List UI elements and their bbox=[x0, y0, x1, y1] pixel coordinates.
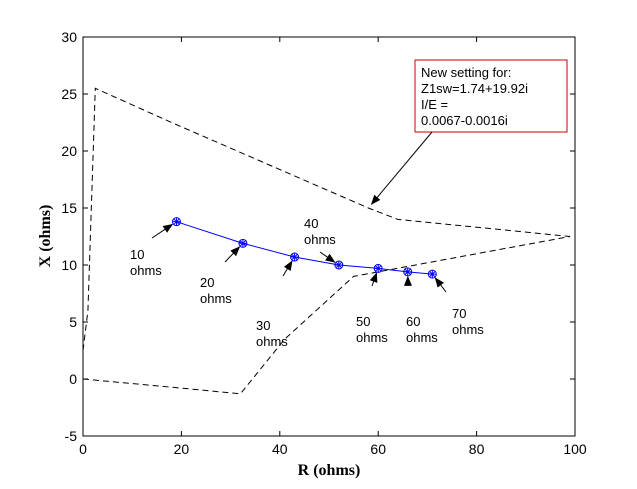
data-point bbox=[373, 263, 383, 273]
annotation-line: ohms bbox=[304, 232, 336, 247]
y-tick-label: 10 bbox=[61, 257, 77, 273]
data-point bbox=[290, 252, 300, 262]
annotation-line: ohms bbox=[406, 330, 438, 345]
callout-line: 0.0067-0.0016i bbox=[421, 113, 508, 128]
annotation-line: 20 bbox=[200, 275, 214, 290]
annotation-line: 30 bbox=[256, 318, 270, 333]
y-tick-label: 0 bbox=[69, 371, 77, 387]
annotation-line: 60 bbox=[406, 314, 420, 329]
point-annotation: 50 ohms bbox=[356, 272, 388, 345]
x-tick-label: 20 bbox=[174, 441, 190, 457]
annotation-label: 60 ohms bbox=[406, 314, 438, 345]
annotation-label: 40 ohms bbox=[304, 216, 336, 247]
marker-cross bbox=[335, 261, 343, 269]
y-axis-title: X (ohms) bbox=[37, 205, 54, 268]
x-tick-label: 40 bbox=[272, 441, 288, 457]
y-tick-label: 15 bbox=[61, 200, 77, 216]
series-line-2 bbox=[82, 236, 571, 395]
annotation-line: ohms bbox=[256, 334, 288, 349]
point-annotation: 10 ohms bbox=[130, 223, 174, 278]
callout-arrow bbox=[370, 131, 433, 205]
x-tick-label: 60 bbox=[370, 441, 386, 457]
annotation-label: 50 ohms bbox=[356, 314, 388, 345]
x-tick-label: 80 bbox=[469, 441, 485, 457]
data-point bbox=[427, 269, 437, 279]
y-tick-label: -5 bbox=[65, 428, 78, 444]
marker-cross bbox=[239, 239, 247, 247]
point-annotation: 20 ohms bbox=[200, 246, 241, 306]
point-annotation: 30 ohms bbox=[256, 260, 293, 349]
x-tick-label: 100 bbox=[563, 441, 587, 457]
annotation-line: 40 bbox=[304, 216, 318, 231]
marker-cross bbox=[428, 270, 436, 278]
annotation-line: ohms bbox=[130, 263, 162, 278]
callout-layer: New setting for: Z1sw=1.74+19.92i I/E = 0.0… bbox=[370, 59, 568, 205]
marker-cross bbox=[404, 268, 412, 276]
annotation-line: ohms bbox=[200, 291, 232, 306]
annotation-arrow bbox=[224, 246, 241, 263]
annotation-arrow bbox=[434, 277, 447, 293]
y-tick-label: 20 bbox=[61, 143, 77, 159]
annotation-line: ohms bbox=[356, 330, 388, 345]
callout-line: Z1sw=1.74+19.92i bbox=[421, 81, 528, 96]
marker-cross bbox=[374, 265, 382, 272]
x-tick-label: 0 bbox=[79, 441, 87, 457]
marker-cross bbox=[291, 253, 298, 261]
annotation-line: 50 bbox=[356, 314, 370, 329]
callout-box bbox=[414, 59, 568, 133]
data-point bbox=[171, 217, 181, 227]
series-layer bbox=[82, 87, 571, 395]
point-annotation: 60 ohms bbox=[403, 275, 438, 345]
point-annotation: 40 ohms bbox=[304, 216, 336, 263]
data-point bbox=[403, 267, 413, 277]
point-annotation: 70 ohms bbox=[434, 277, 484, 337]
annotation-line: 70 bbox=[452, 306, 466, 321]
annotation-line: 10 bbox=[130, 247, 144, 262]
callout-text: New setting for: Z1sw=1.74+19.92i I/E = 0.0… bbox=[421, 65, 528, 128]
annotation-arrow bbox=[282, 260, 293, 277]
x-axis-title: R (ohms) bbox=[298, 462, 361, 479]
data-point bbox=[238, 238, 248, 248]
callout-line: New setting for: bbox=[421, 65, 511, 80]
data-point bbox=[334, 260, 344, 270]
series-line-1 bbox=[82, 87, 571, 351]
annotation-arrow bbox=[369, 272, 378, 287]
annotation-label: 70 ohms bbox=[452, 306, 484, 337]
annotation-label: 20 ohms bbox=[200, 275, 232, 306]
annotation-label: 10 ohms bbox=[130, 247, 162, 278]
callout-line: I/E = bbox=[421, 97, 448, 112]
annotation-arrow bbox=[151, 223, 174, 239]
annotation-arrow bbox=[319, 251, 336, 263]
y-tick-label: 30 bbox=[61, 29, 77, 45]
y-tick-label: 25 bbox=[61, 86, 77, 102]
marker-cross bbox=[173, 218, 180, 226]
annotation-line: ohms bbox=[452, 322, 484, 337]
y-tick-label: 5 bbox=[69, 314, 77, 330]
annotation-label: 30 ohms bbox=[256, 318, 288, 349]
